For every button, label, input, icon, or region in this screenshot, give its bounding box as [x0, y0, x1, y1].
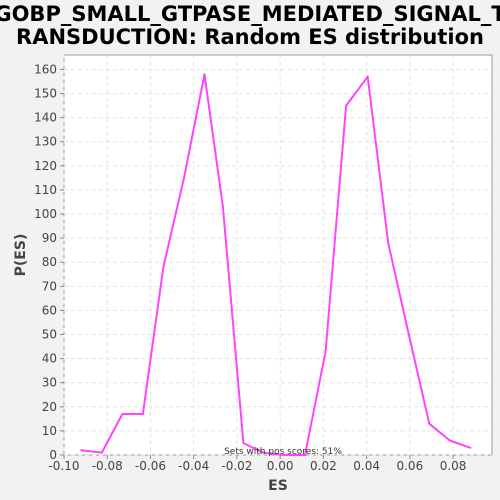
y-tick-label: 40: [42, 352, 57, 366]
y-tick-label: 120: [34, 159, 57, 173]
data-point: [304, 454, 307, 456]
data-point: [261, 451, 264, 454]
data-point: [80, 449, 83, 452]
x-tick-label: -0.08: [92, 459, 123, 473]
data-point: [182, 176, 185, 179]
y-tick-label: 50: [42, 328, 57, 342]
x-tick-label: -0.10: [48, 459, 79, 473]
data-point: [203, 73, 206, 76]
data-point: [221, 205, 224, 208]
x-tick-label: -0.04: [178, 459, 209, 473]
y-tick-label: 110: [34, 183, 57, 197]
y-tick-label: 0: [49, 448, 57, 462]
y-tick-label: 80: [42, 255, 57, 269]
x-tick-label: 0.08: [440, 459, 467, 473]
x-tick-label: -0.02: [221, 459, 252, 473]
data-point: [366, 75, 369, 78]
data-point: [469, 446, 472, 449]
axis-layer: -0.10 -0.08 -0.06 -0.04 -0.02 0.00 0.02 0.04 0.0…: [34, 62, 466, 473]
x-tick-label: 0.06: [396, 459, 423, 473]
x-tick-label: 0.00: [267, 459, 294, 473]
chart-title-line-1: GOBP_SMALL_GTPASE_MEDIATED_SIGNAL_T: [0, 2, 500, 26]
data-point: [162, 266, 165, 269]
data-point: [387, 241, 390, 244]
chart-title-line-2: RANSDUCTION: Random ES distribution: [16, 25, 484, 49]
x-tick-label: 0.04: [353, 459, 380, 473]
y-tick-label: 60: [42, 303, 57, 317]
y-tick-label: 10: [42, 424, 57, 438]
y-tick-label: 90: [42, 231, 57, 245]
data-point: [407, 333, 410, 336]
x-tick-label: -0.06: [135, 459, 166, 473]
y-axis-title: P(ES): [13, 234, 29, 277]
plot-area: [63, 54, 493, 456]
y-tick-label: 70: [42, 279, 57, 293]
y-tick-label: 30: [42, 376, 57, 390]
x-tick-label: 0.02: [310, 459, 337, 473]
y-tick-label: 140: [34, 111, 57, 125]
data-point: [121, 413, 124, 416]
data-point: [100, 451, 103, 454]
data-point: [324, 350, 327, 353]
y-tick-label: 160: [34, 62, 57, 76]
x-axis-title: ES: [268, 478, 288, 494]
y-tick-label: 130: [34, 135, 57, 149]
data-point: [345, 104, 348, 107]
y-tick-label: 20: [42, 400, 57, 414]
data-point: [282, 454, 285, 456]
y-tick-label: 150: [34, 87, 57, 101]
es-distribution-line: [81, 73, 471, 456]
data-point: [428, 422, 431, 425]
data-point: [448, 439, 451, 442]
data-point: [141, 413, 144, 416]
data-point: [242, 441, 245, 444]
pos-scores-annotation: Sets with pos scores: 51%: [224, 447, 342, 457]
y-tick-label: 100: [34, 207, 57, 221]
series-layer: [80, 73, 472, 456]
